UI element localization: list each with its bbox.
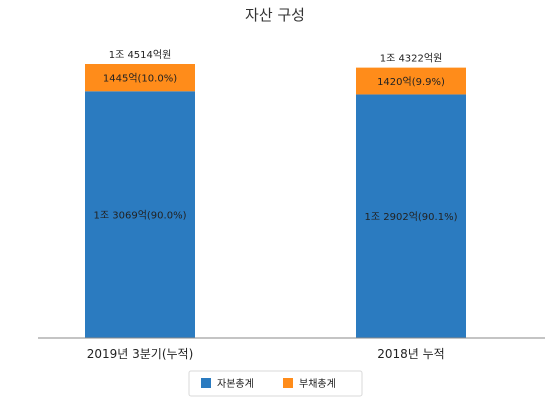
legend-swatch-liability (283, 378, 293, 388)
category-label-1: 2018년 누적 (377, 347, 444, 361)
bar-liability-1 (356, 67, 466, 95)
segment-label-equity-0: 1조 3069억(90.0%) (94, 210, 187, 222)
segment-label-equity-1: 1조 2902억(90.1%) (365, 211, 458, 223)
labels-layer: 1조 3069억(90.0%) 1445억(10.0%) 1조 4514억원 2019… (87, 49, 458, 361)
segment-label-liability-0: 1445억(10.0%) (103, 73, 177, 85)
total-label-0: 1조 4514억원 (109, 49, 172, 61)
bar-equity-1 (356, 94, 466, 339)
legend-box (188, 370, 363, 397)
legend-label-liability: 부채총계 (299, 378, 336, 390)
bar-equity-0 (85, 91, 195, 339)
bars-layer (85, 64, 466, 339)
bar-liability-0 (85, 64, 195, 92)
total-label-1: 1조 4322억원 (380, 53, 443, 65)
chart-title: 자산 구성 (245, 6, 305, 24)
category-label-0: 2019년 3분기(누적) (87, 347, 194, 361)
segment-label-liability-1: 1420억(9.9%) (377, 76, 445, 88)
legend: 자본총계 부채총계 (188, 370, 363, 397)
legend-swatch-equity (201, 378, 211, 388)
legend-label-equity: 자본총계 (217, 378, 254, 390)
